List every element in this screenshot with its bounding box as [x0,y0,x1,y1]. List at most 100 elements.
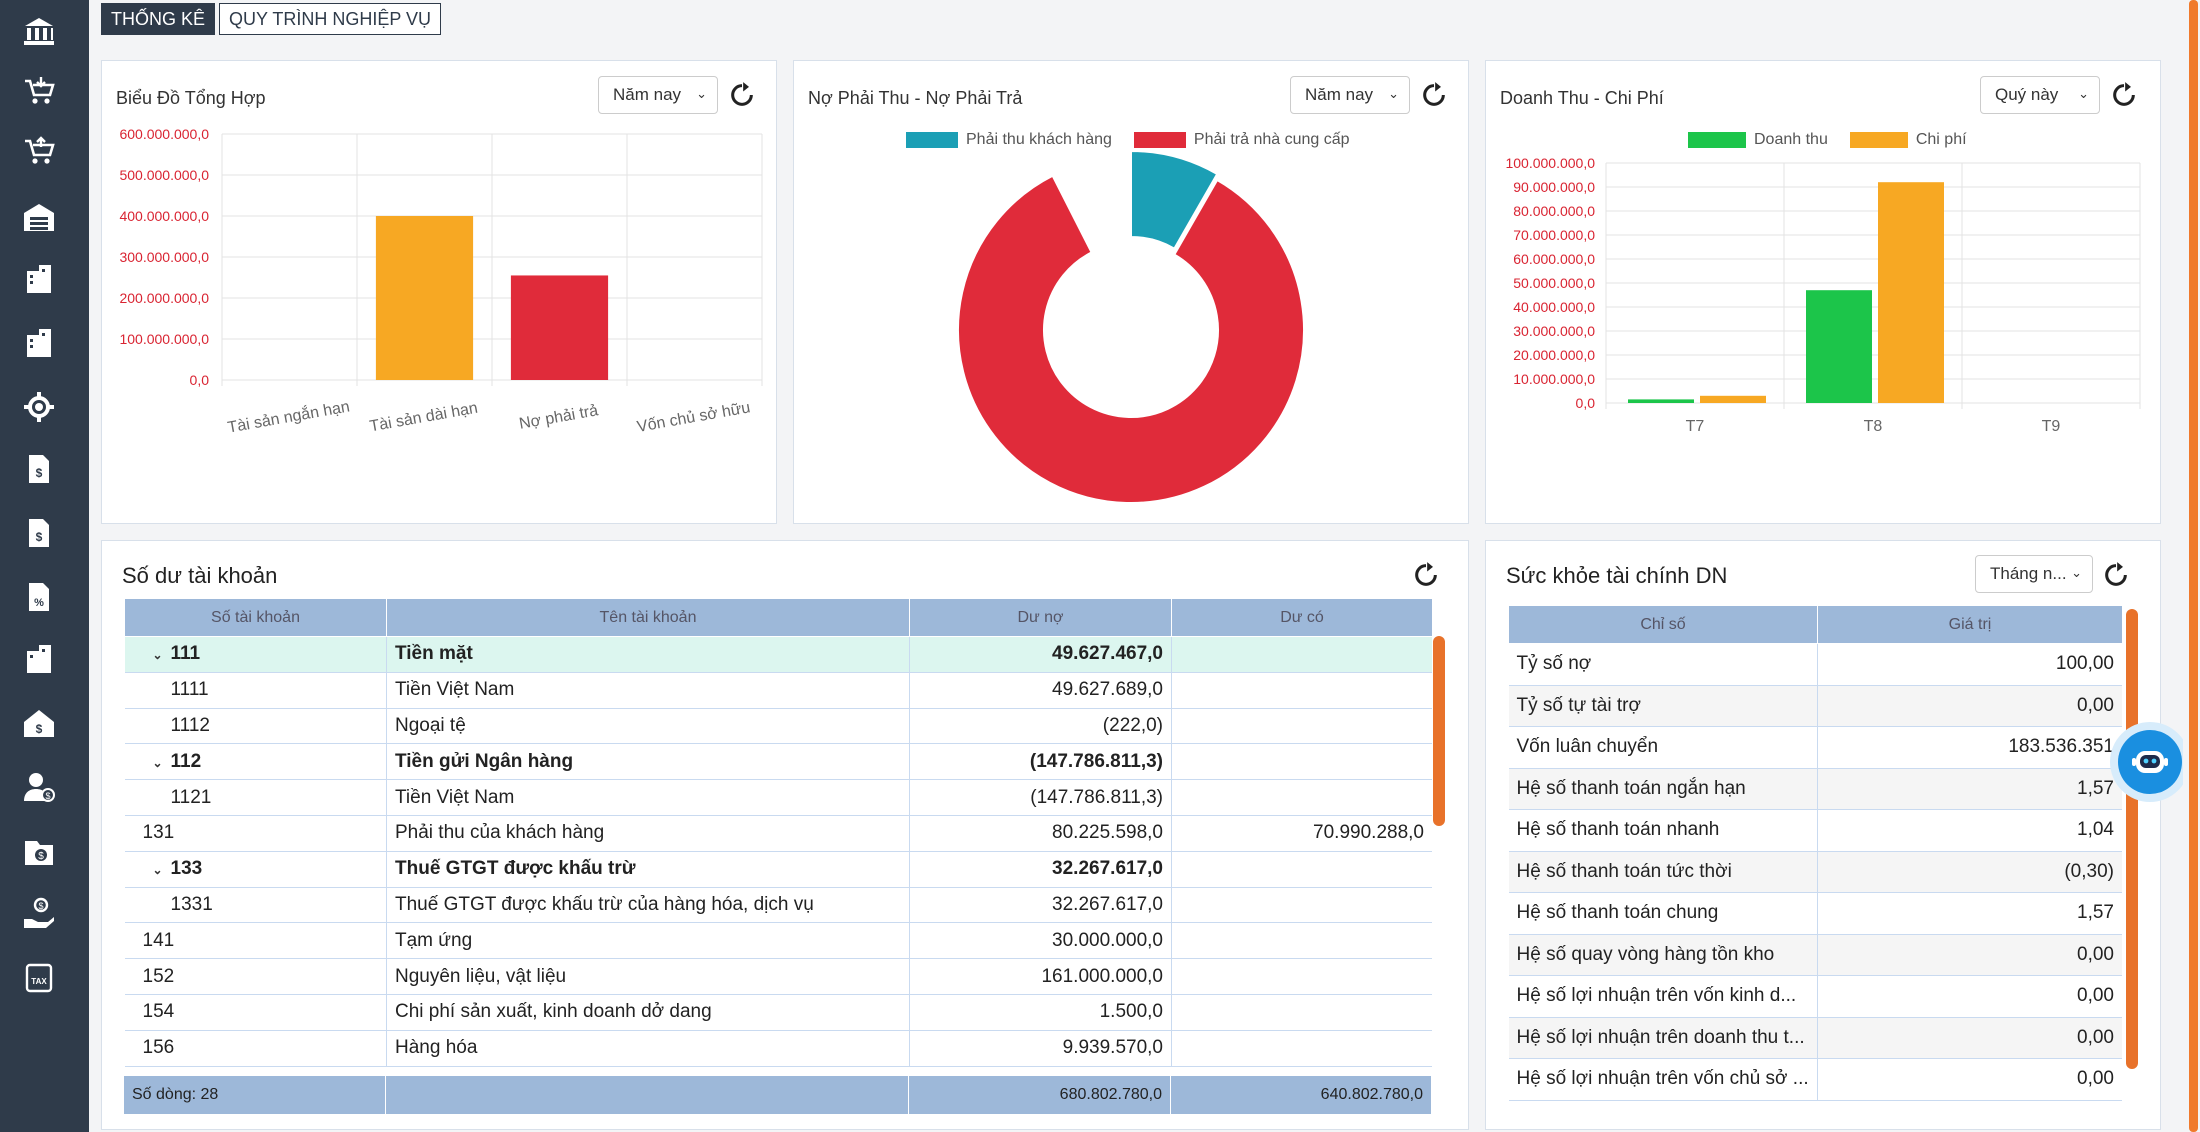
refresh-icon[interactable] [2102,561,2130,589]
column-header-account-name[interactable]: Tên tài khoản [386,598,910,637]
legend-label-receivable[interactable]: Phải thu khách hàng [966,131,1112,148]
column-header-account-code[interactable]: Số tài khoản [124,598,387,637]
account-code-cell-text: 1121 [170,786,212,808]
table-row[interactable]: Hệ số quay vòng hàng tồn kho 0,00 [1508,934,2122,976]
indicator-name-cell: Tỷ số tự tài trợ [1508,685,1818,727]
bar[interactable] [1878,182,1944,403]
page-scrollbar-thumb[interactable] [2189,0,2198,1132]
table-row[interactable]: 1112 Ngoại tệ (222,0) [124,708,1432,745]
table-row[interactable]: ⌄ 111 Tiền mặt 49.627.467,0 [124,636,1432,673]
chatbot-button[interactable] [2110,722,2190,802]
debit-cell: (147.786.811,3) [909,779,1172,816]
bar[interactable] [1806,290,1872,403]
health-scrollbar-thumb[interactable] [2126,609,2138,1069]
invoice-dollar-2-icon[interactable]: $ [18,512,60,554]
y-tick-label: 40.000.000,0 [1513,299,1595,315]
building-doc-2-icon[interactable] [18,322,60,364]
summary-period-select[interactable]: Năm nay ⌄ [598,76,718,114]
legend-label-payable[interactable]: Phải trả nhà cung cấp [1193,131,1350,148]
table-row[interactable]: 1121 Tiền Việt Nam (147.786.811,3) [124,779,1432,816]
gear-icon[interactable] [18,386,60,428]
table-row[interactable]: Hệ số lợi nhuận trên vốn chủ sở ... 0,00 [1508,1058,2122,1101]
table-row[interactable]: Hệ số thanh toán chung 1,57 [1508,892,2122,935]
table-row[interactable]: 154 Chi phí sản xuất, kinh doanh dở dang 1… [124,994,1432,1031]
svg-text:$: $ [38,901,43,911]
tax-icon[interactable]: TAX [18,956,60,998]
summary-chart-title: Biểu Đồ Tổng Hợp [116,88,266,108]
svg-text:$: $ [36,466,43,480]
account-name-cell: Tiền Việt Nam [386,779,910,816]
table-row[interactable]: ⌄ 133 Thuế GTGT được khấu trừ 32.267.617,0 [124,851,1432,888]
donut-slice[interactable] [1130,151,1219,250]
table-row[interactable]: 141 Tạm ứng 30.000.000,0 [124,922,1432,960]
refresh-icon[interactable] [1420,81,1448,109]
table-row[interactable]: Tỷ số tự tài trợ 0,00 [1508,685,2122,727]
expand-chevron-icon[interactable]: ⌄ [152,755,163,770]
table-row[interactable]: Hệ số thanh toán ngắn hạn 1,57 [1508,768,2122,810]
column-header-value[interactable]: Giá trị [1817,605,2122,644]
cart-download-icon[interactable] [18,70,60,112]
house-dollar-icon[interactable]: $ [18,702,60,744]
table-row[interactable]: ⌄ 112 Tiền gửi Ngân hàng (147.786.811,3) [124,743,1432,781]
donut-slice[interactable] [957,174,1305,504]
page-scrollbar[interactable] [2183,0,2200,1132]
legend-swatch-revenue [1688,132,1746,148]
user-dollar-icon[interactable]: $ [18,766,60,808]
expand-chevron-icon[interactable]: ⌄ [152,863,163,878]
cart-upload-icon[interactable] [18,130,60,172]
warehouse-icon[interactable] [18,196,60,238]
receivable-chart-title: Nợ Phải Thu - Nợ Phải Trả [808,88,1023,108]
bar[interactable] [510,275,609,380]
building-report-icon[interactable] [18,638,60,680]
table-scrollbar-thumb[interactable] [1433,636,1445,826]
bar[interactable] [1700,395,1766,403]
debit-cell: 30.000.000,0 [909,922,1172,960]
refresh-icon[interactable] [1412,561,1440,589]
table-row[interactable]: 1331 Thuế GTGT được khấu trừ của hàng hóa… [124,887,1432,924]
tab-quy-trinh-nghiep-vu[interactable]: QUY TRÌNH NGHIỆP VỤ [219,3,442,35]
bank-icon[interactable] [18,10,60,52]
svg-text:$: $ [45,791,50,801]
legend-label-expense[interactable]: Chi phí [1915,131,1967,148]
hand-dollar-icon[interactable]: $ [18,892,60,934]
receivable-period-select[interactable]: Năm nay ⌄ [1290,76,1410,114]
legend-swatch-payable [1133,132,1186,148]
credit-cell [1171,958,1432,995]
table-row[interactable]: Hệ số lợi nhuận trên doanh thu t... 0,00 [1508,1017,2122,1059]
revenue-period-select[interactable]: Quý này ⌄ [1980,76,2100,114]
credit-cell: 70.990.288,0 [1171,815,1432,852]
revenue-chart-title: Doanh Thu - Chi Phí [1500,88,1664,108]
table-row[interactable]: 131 Phải thu của khách hàng 80.225.598,0 70… [124,815,1432,852]
credit-cell [1171,851,1432,888]
refresh-icon[interactable] [2110,81,2138,109]
y-tick-label: 10.000.000,0 [1513,371,1595,387]
table-row[interactable]: Hệ số thanh toán tức thời (0,30) [1508,851,2122,893]
document-percent-icon[interactable]: % [18,576,60,618]
table-row[interactable]: Vốn luân chuyển 183.536.351 [1508,726,2122,769]
column-header-indicator[interactable]: Chỉ số [1508,605,1818,644]
legend-label-revenue[interactable]: Doanh thu [1754,131,1828,148]
tab-thong-ke[interactable]: THỐNG KÊ [101,3,216,35]
account-code-cell-text: 154 [142,1001,175,1023]
y-tick-label: 30.000.000,0 [1513,323,1595,339]
y-tick-label: 400.000.000,0 [119,208,209,224]
table-row[interactable]: 156 Hàng hóa 9.939.570,0 [124,1030,1432,1067]
expand-chevron-icon[interactable]: ⌄ [152,648,163,663]
column-header-debit[interactable]: Dư nợ [909,598,1172,637]
building-doc-icon[interactable] [18,258,60,300]
table-row[interactable]: Hệ số thanh toán nhanh 1,04 [1508,809,2122,852]
receivable-payable-card: Nợ Phải Thu - Nợ Phải Trả Năm nay ⌄ Phải… [793,60,1469,524]
account-name-cell-text: Chi phí sản xuất, kinh doanh dở dang [395,1001,712,1023]
legend-swatch-expense [1849,132,1908,148]
invoice-dollar-icon[interactable]: $ [18,448,60,490]
bar[interactable] [1628,399,1694,403]
folder-dollar-icon[interactable]: $ [18,830,60,872]
refresh-icon[interactable] [728,81,756,109]
table-row[interactable]: 1111 Tiền Việt Nam 49.627.689,0 [124,672,1432,709]
health-period-select[interactable]: Tháng n... ⌄ [1975,555,2093,593]
column-header-credit[interactable]: Dư có [1171,598,1432,637]
table-row[interactable]: Tỷ số nợ 100,00 [1508,643,2122,686]
table-row[interactable]: 152 Nguyên liệu, vật liệu 161.000.000,0 [124,958,1432,995]
table-row[interactable]: Hệ số lợi nhuận trên vốn kinh d... 0,00 [1508,975,2122,1018]
bar[interactable] [375,216,474,380]
